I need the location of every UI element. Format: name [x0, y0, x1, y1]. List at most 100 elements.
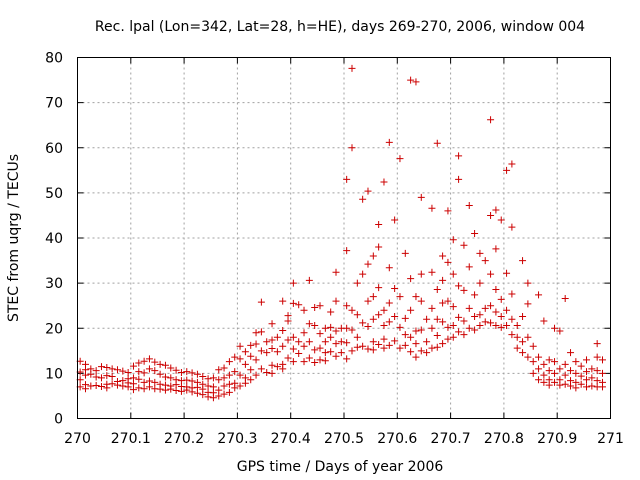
- data-point: [87, 370, 95, 378]
- data-point: [295, 338, 303, 346]
- data-point: [135, 384, 143, 392]
- x-tick-label: 270.9: [537, 431, 577, 447]
- data-point: [455, 152, 463, 160]
- data-point: [188, 369, 196, 377]
- data-point: [375, 284, 383, 292]
- data-point: [476, 322, 484, 330]
- data-point: [268, 320, 276, 328]
- data-point: [519, 313, 527, 321]
- data-point: [353, 311, 361, 319]
- data-point: [252, 356, 260, 364]
- x-tick-label: 271: [597, 431, 624, 447]
- data-point: [172, 366, 180, 374]
- data-point: [417, 326, 425, 334]
- data-point: [268, 361, 276, 369]
- data-point: [108, 365, 116, 373]
- data-point: [380, 178, 388, 186]
- data-point: [209, 394, 217, 402]
- data-point: [524, 300, 532, 308]
- data-point: [289, 333, 297, 341]
- data-point: [433, 285, 441, 293]
- data-point: [412, 78, 420, 86]
- data-point: [151, 378, 159, 386]
- data-point: [497, 295, 505, 303]
- data-point: [508, 331, 516, 339]
- data-point: [551, 358, 559, 366]
- data-point: [183, 368, 191, 376]
- data-point: [289, 345, 297, 353]
- data-point: [396, 344, 404, 352]
- data-point: [449, 333, 457, 341]
- data-point: [599, 383, 607, 391]
- data-point: [241, 379, 249, 387]
- data-point: [151, 358, 159, 366]
- data-point: [188, 388, 196, 396]
- data-point: [193, 370, 201, 378]
- data-point: [524, 279, 532, 287]
- data-point: [300, 306, 308, 314]
- chart-title: Rec. lpal (Lon=342, Lat=28, h=HE), days …: [95, 19, 585, 35]
- data-point: [327, 333, 335, 341]
- data-point: [348, 326, 356, 334]
- data-point: [385, 299, 393, 307]
- data-point: [300, 329, 308, 337]
- data-point: [492, 322, 500, 330]
- data-point: [215, 392, 223, 400]
- data-point: [215, 366, 223, 374]
- data-point: [433, 331, 441, 339]
- data-point: [145, 383, 153, 391]
- data-point: [284, 354, 292, 362]
- data-point: [545, 356, 553, 364]
- y-tick-label: 20: [45, 321, 63, 337]
- data-point: [193, 389, 201, 397]
- data-point: [583, 368, 591, 376]
- data-point: [535, 376, 543, 384]
- data-point: [508, 160, 516, 168]
- grid-lines: [77, 57, 611, 419]
- data-point: [343, 339, 351, 347]
- data-point: [423, 349, 431, 357]
- data-point: [497, 323, 505, 331]
- data-point: [385, 138, 393, 146]
- data-point: [407, 275, 415, 283]
- data-point: [289, 299, 297, 307]
- data-point: [481, 318, 489, 326]
- data-point: [428, 268, 436, 276]
- data-point: [129, 386, 137, 394]
- data-point: [97, 363, 105, 371]
- data-point: [343, 355, 351, 363]
- data-point: [513, 344, 521, 352]
- data-point: [433, 139, 441, 147]
- data-point: [135, 375, 143, 383]
- data-point: [449, 270, 457, 278]
- y-tick-label: 10: [45, 366, 63, 382]
- x-tick-label: 270: [64, 431, 91, 447]
- data-point: [140, 385, 148, 393]
- data-point: [225, 388, 233, 396]
- data-point: [481, 304, 489, 312]
- data-point: [311, 359, 319, 367]
- data-point: [359, 342, 367, 350]
- data-point: [241, 348, 249, 356]
- data-point: [449, 236, 457, 244]
- data-point: [97, 374, 105, 382]
- data-point: [332, 327, 340, 335]
- data-point: [113, 366, 121, 374]
- data-point: [561, 294, 569, 302]
- y-tick-label: 40: [45, 231, 63, 247]
- data-point: [145, 355, 153, 363]
- data-point: [465, 304, 473, 312]
- data-point: [252, 371, 260, 379]
- data-point: [561, 360, 569, 368]
- data-point: [353, 279, 361, 287]
- data-point: [540, 317, 548, 325]
- data-point: [145, 377, 153, 385]
- data-point: [599, 369, 607, 377]
- data-point: [295, 301, 303, 309]
- data-point: [588, 365, 596, 373]
- data-point: [412, 327, 420, 335]
- data-point: [439, 340, 447, 348]
- data-point: [567, 367, 575, 375]
- data-point: [140, 357, 148, 365]
- data-point: [396, 293, 404, 301]
